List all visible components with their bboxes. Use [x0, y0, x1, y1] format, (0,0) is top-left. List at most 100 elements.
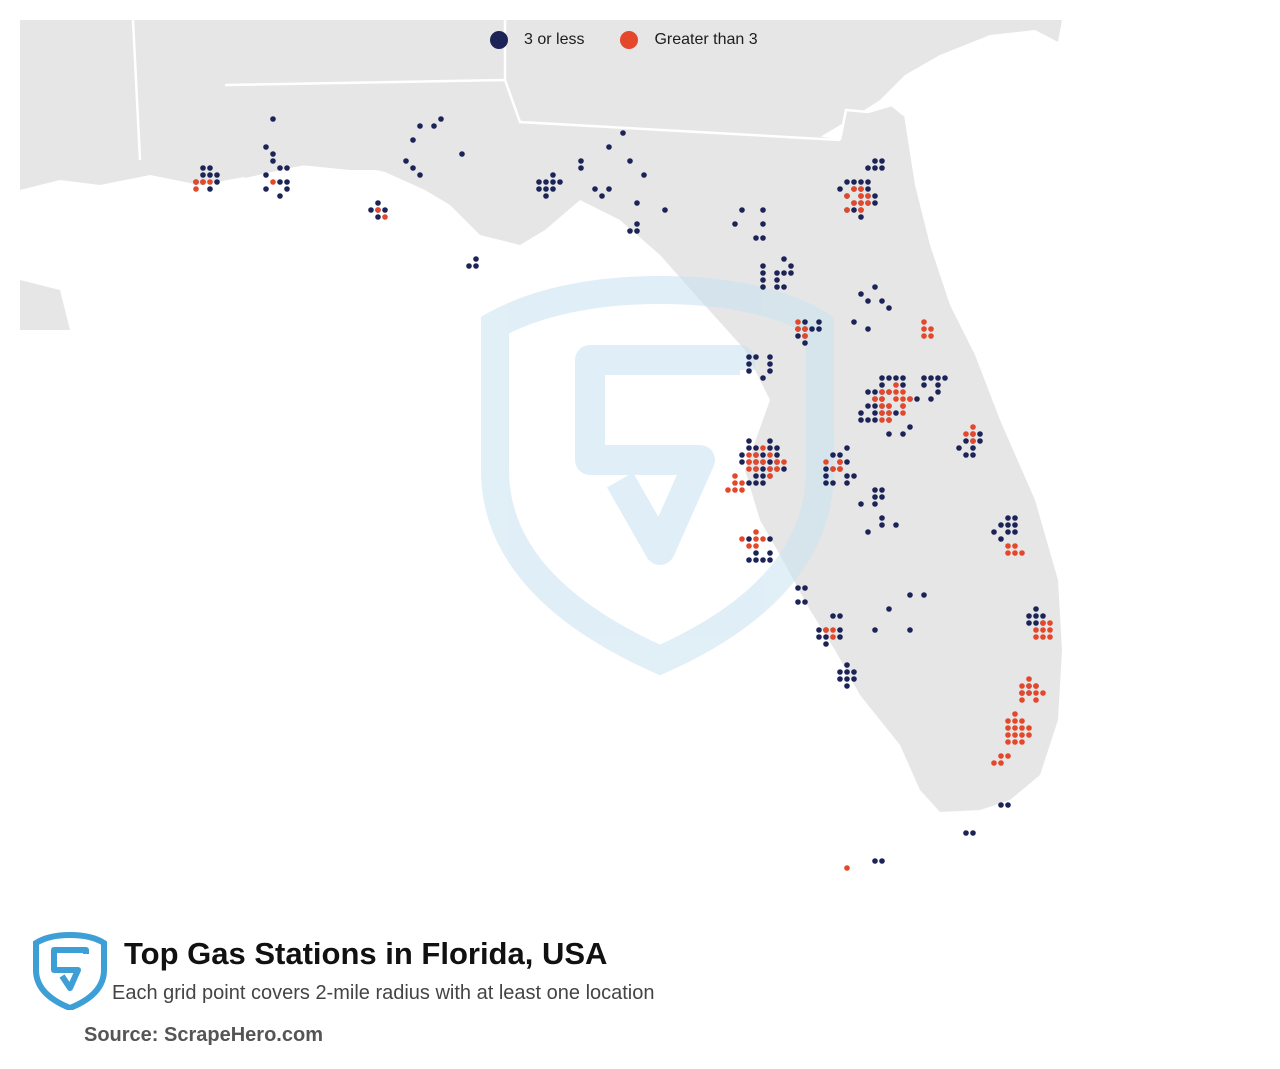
grid-point-low: [760, 221, 766, 227]
grid-point-low: [844, 662, 850, 668]
grid-point-low: [417, 172, 423, 178]
grid-point-low: [865, 179, 871, 185]
grid-point-high: [767, 473, 773, 479]
grid-point-low: [872, 627, 878, 633]
grid-point-low: [774, 452, 780, 458]
grid-point-low: [746, 536, 752, 542]
grid-point-low: [802, 599, 808, 605]
grid-point-low: [998, 536, 1004, 542]
grid-point-high: [795, 319, 801, 325]
grid-point-low: [921, 375, 927, 381]
grid-point-low: [375, 214, 381, 220]
grid-point-low: [872, 158, 878, 164]
grid-point-high: [1019, 718, 1025, 724]
grid-point-low: [872, 165, 878, 171]
grid-point-high: [753, 466, 759, 472]
grid-point-low: [578, 158, 584, 164]
grid-point-low: [207, 165, 213, 171]
grid-point-low: [459, 151, 465, 157]
grid-point-low: [746, 445, 752, 451]
grid-point-high: [1005, 543, 1011, 549]
grid-point-high: [1012, 725, 1018, 731]
grid-point-high: [865, 200, 871, 206]
grid-point-high: [767, 466, 773, 472]
grid-point-high: [1040, 627, 1046, 633]
grid-point-low: [606, 144, 612, 150]
legend-swatch-high: [620, 31, 639, 49]
grid-point-low: [767, 445, 773, 451]
grid-point-high: [774, 459, 780, 465]
grid-point-low: [851, 207, 857, 213]
grid-point-high: [739, 480, 745, 486]
grid-point-low: [753, 473, 759, 479]
grid-point-high: [1026, 683, 1032, 689]
source-text: Source: ScrapeHero.com: [84, 1024, 323, 1046]
grid-point-low: [830, 613, 836, 619]
grid-point-low: [1005, 802, 1011, 808]
watermark-s-icon: [575, 345, 755, 565]
grid-point-high: [879, 403, 885, 409]
grid-point-high: [1019, 725, 1025, 731]
grid-point-high: [837, 459, 843, 465]
grid-point-low: [760, 270, 766, 276]
grid-point-high: [879, 417, 885, 423]
grid-point-high: [900, 389, 906, 395]
grid-point-low: [879, 165, 885, 171]
grid-point-low: [879, 298, 885, 304]
grid-point-high: [1019, 683, 1025, 689]
grid-point-high: [1005, 739, 1011, 745]
grid-point-low: [872, 410, 878, 416]
grid-point-low: [893, 410, 899, 416]
legend-item-low: 3 or less: [490, 31, 584, 49]
grid-point-low: [200, 172, 206, 178]
grid-point-low: [1005, 522, 1011, 528]
grid-point-low: [578, 165, 584, 171]
scrapehero-logo-icon: [33, 931, 107, 1010]
grid-point-high: [760, 445, 766, 451]
grid-point-low: [270, 158, 276, 164]
grid-point-low: [886, 305, 892, 311]
grid-point-low: [760, 452, 766, 458]
grid-point-low: [550, 179, 556, 185]
grid-point-high: [886, 403, 892, 409]
grid-point-low: [970, 830, 976, 836]
grid-point-low: [760, 466, 766, 472]
grid-point-low: [753, 235, 759, 241]
grid-point-low: [886, 606, 892, 612]
grid-point-low: [557, 179, 563, 185]
grid-point-high: [963, 431, 969, 437]
land-layer: [20, 20, 1062, 812]
grid-point-low: [802, 340, 808, 346]
grid-point-high: [1047, 634, 1053, 640]
grid-point-low: [900, 382, 906, 388]
grid-point-low: [942, 375, 948, 381]
grid-point-low: [438, 116, 444, 122]
grid-point-low: [375, 200, 381, 206]
grid-point-low: [760, 207, 766, 213]
grid-point-low: [851, 473, 857, 479]
grid-point-high: [732, 480, 738, 486]
grid-point-low: [767, 557, 773, 563]
grid-point-low: [928, 396, 934, 402]
grid-point-low: [823, 480, 829, 486]
grid-point-high: [760, 459, 766, 465]
grid-point-low: [746, 438, 752, 444]
logo-s-icon: [51, 947, 89, 991]
grid-point-low: [907, 424, 913, 430]
grid-point-high: [830, 634, 836, 640]
grid-point-low: [795, 333, 801, 339]
grid-point-low: [543, 193, 549, 199]
grid-point-high: [207, 179, 213, 185]
grid-point-high: [795, 326, 801, 332]
grid-point-low: [795, 585, 801, 591]
grid-point-low: [1012, 529, 1018, 535]
grid-point-low: [977, 438, 983, 444]
grid-point-low: [753, 557, 759, 563]
grid-point-low: [739, 207, 745, 213]
grid-point-low: [879, 382, 885, 388]
grid-point-low: [872, 494, 878, 500]
grid-point-high: [746, 543, 752, 549]
grid-point-high: [844, 193, 850, 199]
grid-point-low: [767, 438, 773, 444]
state-border-line: [838, 103, 905, 141]
